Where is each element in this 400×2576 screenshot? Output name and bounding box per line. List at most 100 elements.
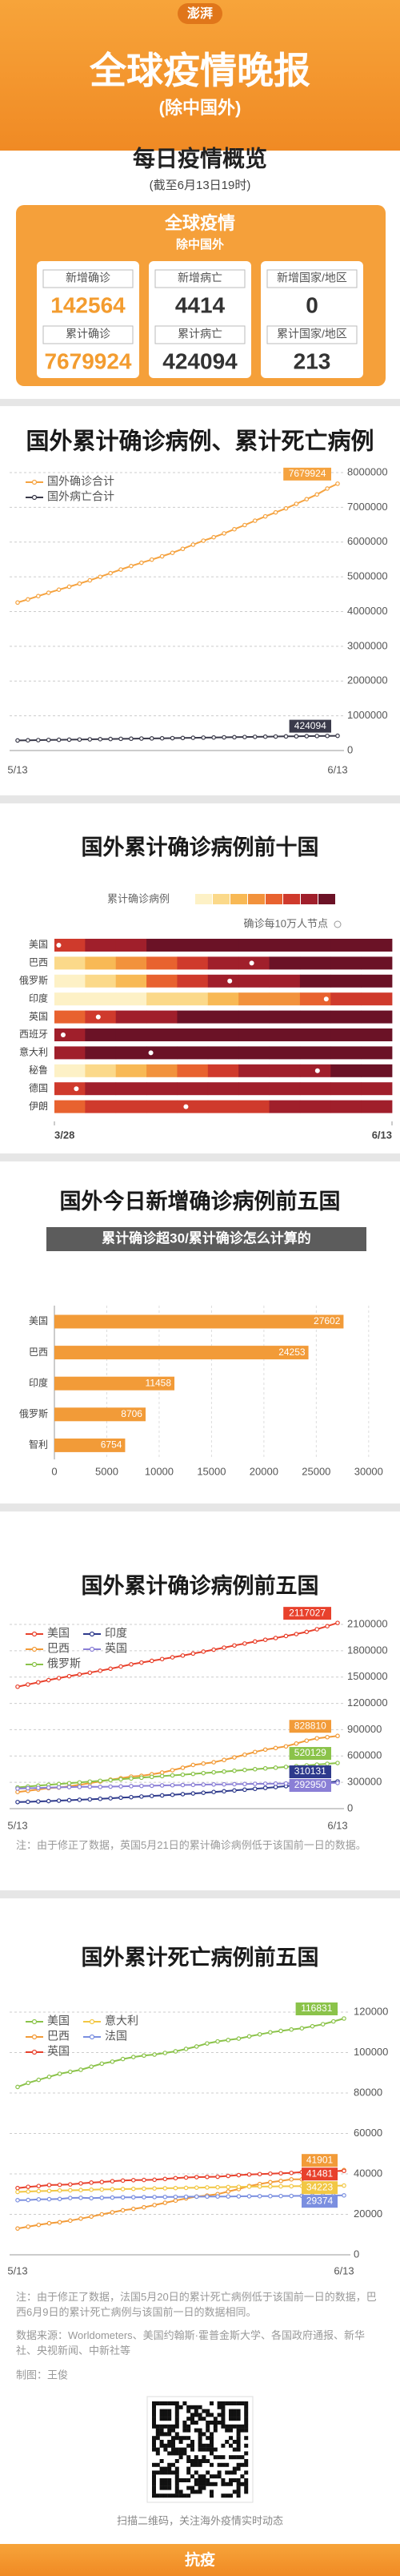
heat-cell: [115, 1100, 147, 1113]
heat-cell: [330, 974, 362, 988]
data-point: [283, 1765, 289, 1769]
qr-module: [174, 2493, 179, 2498]
data-point: [325, 1734, 330, 1740]
qr-module: [244, 2443, 249, 2448]
header-title: 全球疫情晚报: [89, 50, 310, 91]
value-label: 828810: [294, 1720, 326, 1731]
data-point: [273, 509, 278, 515]
data-point: [36, 1785, 41, 1790]
value-label: 24253: [278, 1346, 306, 1358]
chart-note-box: 注：由于修正了数据，法国5月20日的累计死亡病例低于该国前一日的数据，巴西6月9…: [16, 2291, 377, 2318]
y-tick-label: 1200000: [347, 1697, 388, 1709]
heat-cell: [177, 992, 209, 1006]
value-label: 29374: [306, 2195, 334, 2206]
data-point: [56, 1676, 62, 1680]
qr-module: [152, 2436, 156, 2441]
data-point: [262, 513, 268, 519]
qr-module: [198, 2405, 202, 2409]
qr-module: [167, 2432, 172, 2437]
x-tick-label: 10000: [145, 1465, 174, 1477]
node-marker: [60, 1032, 66, 1037]
heat-cell: [361, 1046, 393, 1060]
data-point: [215, 2194, 220, 2200]
row-label: 意大利: [19, 1046, 48, 1058]
data-point: [215, 2039, 220, 2044]
data-point: [222, 1645, 226, 1650]
qr-module: [174, 2466, 179, 2471]
data-point: [222, 735, 226, 740]
qr-module: [186, 2485, 191, 2490]
qr-module: [221, 2443, 226, 2448]
qr-module: [174, 2409, 179, 2413]
data-point: [129, 563, 134, 569]
qr-module: [174, 2421, 179, 2425]
category-label: 美国: [29, 1315, 48, 1326]
bar: [54, 1376, 175, 1391]
y-tick-label: 6000000: [347, 535, 388, 547]
chart-note-box: 注：由于修正了数据，英国5月21日的累计确诊病例低于该国前一日的数据。: [16, 1839, 366, 1851]
legend-marker: [89, 2034, 95, 2040]
y-tick-label: 80000: [354, 2086, 382, 2098]
data-point: [66, 1781, 72, 1786]
y-tick-label: 0: [347, 743, 353, 755]
data-point: [110, 2059, 115, 2064]
legend-label: 美国: [47, 2015, 70, 2027]
qr-module: [167, 2462, 172, 2467]
data-point: [46, 2188, 52, 2194]
data-point: [149, 736, 154, 741]
data-point: [246, 2194, 252, 2199]
value-label: 6754: [101, 1439, 122, 1451]
stat-cell: [37, 261, 139, 378]
value-label-box: [289, 1765, 331, 1779]
qr-module: [221, 2462, 226, 2467]
overview-box-title: 全球疫情: [164, 213, 235, 233]
qr-module: [155, 2432, 160, 2437]
footer-brand: 抗疫: [185, 2550, 215, 2569]
data-point: [110, 2187, 115, 2192]
data-point: [190, 1771, 196, 1777]
qr-module: [171, 2470, 175, 2475]
qr-module: [221, 2401, 226, 2405]
qr-module: [210, 2436, 214, 2441]
qr-module: [244, 2401, 249, 2405]
qr-caption: 扫描二维码，关注海外疫情实时动态: [117, 2514, 283, 2526]
qr-module: [174, 2481, 179, 2486]
data-point: [110, 2179, 115, 2184]
qr-module: [190, 2447, 194, 2452]
data-point: [232, 1755, 237, 1760]
qr-module: [232, 2424, 237, 2429]
data-point: [299, 2026, 305, 2031]
data-point: [46, 1785, 51, 1790]
qr-module: [232, 2455, 237, 2460]
stat-label: 新增确诊: [66, 272, 110, 284]
data-point: [99, 2187, 105, 2192]
value-label-box: [289, 1720, 331, 1733]
qr-module: [152, 2447, 156, 2452]
qr-module: [198, 2432, 202, 2437]
qr-module: [210, 2447, 214, 2452]
qr-module: [152, 2401, 156, 2405]
bar: [54, 1346, 309, 1360]
data-point: [262, 734, 268, 739]
heat-cell: [269, 1046, 301, 1060]
qr-module: [198, 2440, 202, 2444]
data-point: [120, 2195, 126, 2200]
data-point: [304, 1629, 310, 1635]
qr-module: [213, 2417, 218, 2421]
heat-cell: [361, 956, 393, 970]
data-point: [273, 734, 278, 739]
data-point: [278, 2171, 283, 2176]
qr-module: [167, 2466, 172, 2471]
qr-module: [244, 2421, 249, 2425]
data-point: [162, 2176, 168, 2182]
data-point: [205, 2041, 210, 2046]
qr-module: [159, 2459, 164, 2463]
data-point: [335, 1620, 340, 1625]
data-point: [242, 522, 247, 528]
node-marker: [74, 1086, 79, 1092]
data-point: [342, 2168, 346, 2174]
source-text: 数据来源：Worldometers、美国约翰斯·霍普金斯大学、各国政府通报、新华…: [16, 2329, 366, 2357]
data-point: [15, 2084, 20, 2090]
qr-module: [221, 2409, 226, 2413]
heat-cell: [269, 974, 301, 988]
